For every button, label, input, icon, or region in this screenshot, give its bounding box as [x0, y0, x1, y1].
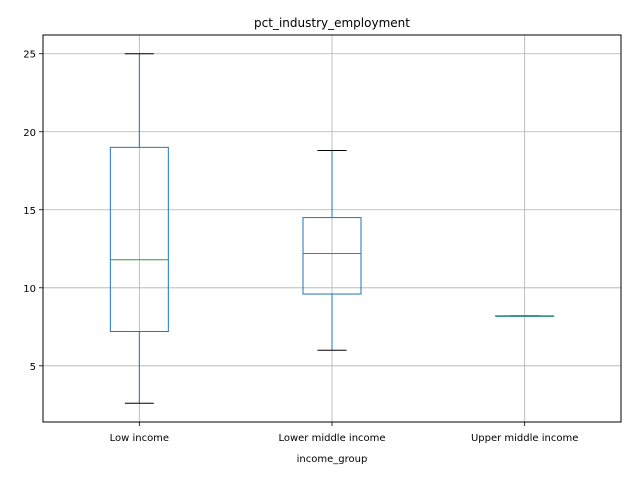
y-tick-label: 25	[23, 50, 36, 61]
x-tick-label: Lower middle income	[278, 433, 385, 444]
tick-layer: 5 10 15 20 25 Low income Lower middle income Up…	[23, 50, 578, 444]
iqr-box	[109, 146, 169, 332]
y-tick-label: 15	[23, 206, 36, 217]
y-tick-label: 10	[23, 284, 36, 295]
iqr-box	[302, 217, 362, 295]
box-layer	[109, 53, 555, 404]
y-tick-label: 5	[30, 362, 36, 373]
y-tick-label: 20	[23, 128, 36, 139]
chart-title: pct_industry_employment	[254, 16, 410, 30]
x-tick-label: Low income	[110, 433, 170, 444]
x-tick-label: Upper middle income	[471, 433, 578, 444]
x-axis-label: income_group	[297, 454, 368, 465]
